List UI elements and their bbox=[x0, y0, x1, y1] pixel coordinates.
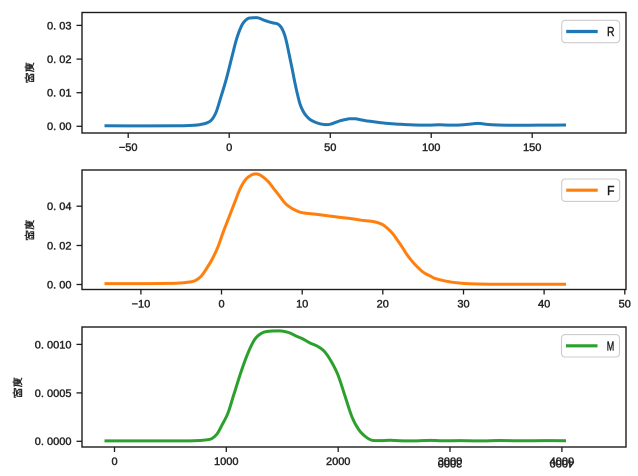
svg-text:0. 0010: 0. 0010 bbox=[35, 339, 72, 351]
svg-text:4000: 4000 bbox=[550, 456, 574, 468]
svg-text:50: 50 bbox=[324, 142, 336, 154]
svg-text:0: 0 bbox=[218, 299, 224, 311]
svg-text:0. 01: 0. 01 bbox=[47, 88, 71, 100]
svg-text:0. 0000: 0. 0000 bbox=[35, 436, 72, 448]
svg-text:30: 30 bbox=[457, 299, 469, 311]
svg-text:0. 00: 0. 00 bbox=[47, 121, 71, 133]
svg-text:−10: −10 bbox=[132, 299, 151, 311]
svg-text:0. 04: 0. 04 bbox=[47, 201, 71, 213]
svg-text:R: R bbox=[607, 24, 615, 39]
svg-text:0. 02: 0. 02 bbox=[47, 240, 71, 252]
svg-text:100: 100 bbox=[422, 142, 440, 154]
svg-text:150: 150 bbox=[523, 142, 541, 154]
svg-text:M: M bbox=[607, 338, 615, 353]
svg-text:−50: −50 bbox=[119, 142, 138, 154]
svg-text:F: F bbox=[607, 183, 615, 198]
svg-text:2000: 2000 bbox=[326, 456, 350, 468]
svg-text:0. 03: 0. 03 bbox=[47, 20, 71, 32]
svg-text:20: 20 bbox=[377, 299, 389, 311]
svg-text:0. 0005: 0. 0005 bbox=[35, 388, 72, 400]
svg-text:40: 40 bbox=[538, 299, 550, 311]
svg-text:50: 50 bbox=[619, 299, 631, 311]
svg-text:3000: 3000 bbox=[438, 456, 462, 468]
svg-text:0. 02: 0. 02 bbox=[47, 54, 71, 66]
svg-text:0. 00: 0. 00 bbox=[47, 279, 71, 291]
svg-text:0: 0 bbox=[111, 456, 117, 468]
svg-text:0: 0 bbox=[226, 142, 232, 154]
svg-text:10: 10 bbox=[296, 299, 308, 311]
svg-text:3000: 3000 bbox=[438, 457, 462, 469]
svg-text:1000: 1000 bbox=[214, 456, 238, 468]
svg-text:4000: 4000 bbox=[550, 457, 574, 469]
